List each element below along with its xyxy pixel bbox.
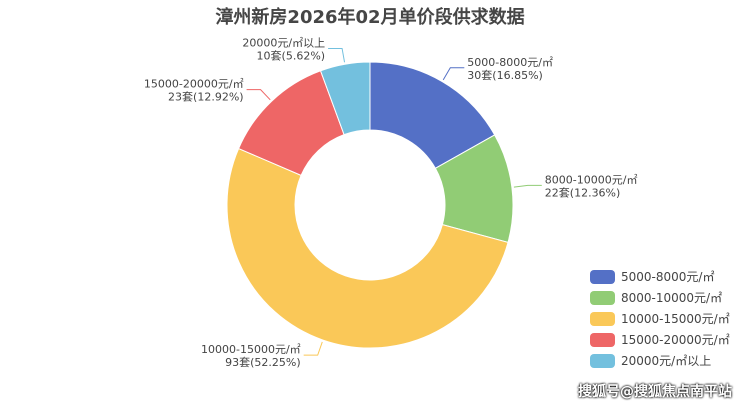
slice-value-label: 10套(5.62%) xyxy=(257,49,326,62)
legend-swatch xyxy=(590,311,615,326)
slice-category-label: 20000元/㎡以上 xyxy=(242,36,325,49)
legend-swatch xyxy=(590,353,615,368)
slice-value-label: 23套(12.92%) xyxy=(168,91,244,104)
donut-slice[interactable] xyxy=(319,61,371,136)
slice-category-label: 8000-10000元/㎡ xyxy=(545,173,638,186)
legend-label: 15000-20000元/㎡ xyxy=(621,333,730,347)
leader-line xyxy=(303,341,323,356)
leader-line xyxy=(513,184,542,188)
watermark: 搜狐号@搜狐焦点南平站 xyxy=(578,384,732,400)
legend-item[interactable]: 5000-8000元/㎡ xyxy=(590,266,730,287)
slice-value-label: 30套(16.85%) xyxy=(467,69,543,82)
slice-category-label: 10000-15000元/㎡ xyxy=(201,343,301,356)
legend-label: 20000元/㎡以上 xyxy=(621,354,712,368)
slice-category-label: 5000-8000元/㎡ xyxy=(467,56,553,69)
leader-line xyxy=(442,67,465,81)
leader-line xyxy=(328,47,346,63)
legend-item[interactable]: 8000-10000元/㎡ xyxy=(590,287,730,308)
legend-label: 10000-15000元/㎡ xyxy=(621,312,730,326)
slice-value-label: 93套(52.25%) xyxy=(225,356,301,369)
chart-title: 漳州新房2026年02月单价段供求数据 xyxy=(215,7,525,28)
legend-label: 5000-8000元/㎡ xyxy=(621,270,715,284)
legend-label: 8000-10000元/㎡ xyxy=(621,291,723,305)
legend-item[interactable]: 15000-20000元/㎡ xyxy=(590,329,730,350)
legend-swatch xyxy=(590,332,615,347)
legend-item[interactable]: 10000-15000元/㎡ xyxy=(590,308,730,329)
legend-swatch xyxy=(590,269,615,284)
legend-swatch xyxy=(590,290,615,305)
legend: 5000-8000元/㎡ 8000-10000元/㎡ 10000-15000元/㎡ 1… xyxy=(590,266,730,371)
legend-item[interactable]: 20000元/㎡以上 xyxy=(590,350,730,371)
slice-value-label: 22套(12.36%) xyxy=(545,186,621,199)
slice-category-label: 15000-20000元/㎡ xyxy=(144,78,244,91)
leader-line xyxy=(246,89,271,101)
donut-slice[interactable] xyxy=(226,147,509,349)
